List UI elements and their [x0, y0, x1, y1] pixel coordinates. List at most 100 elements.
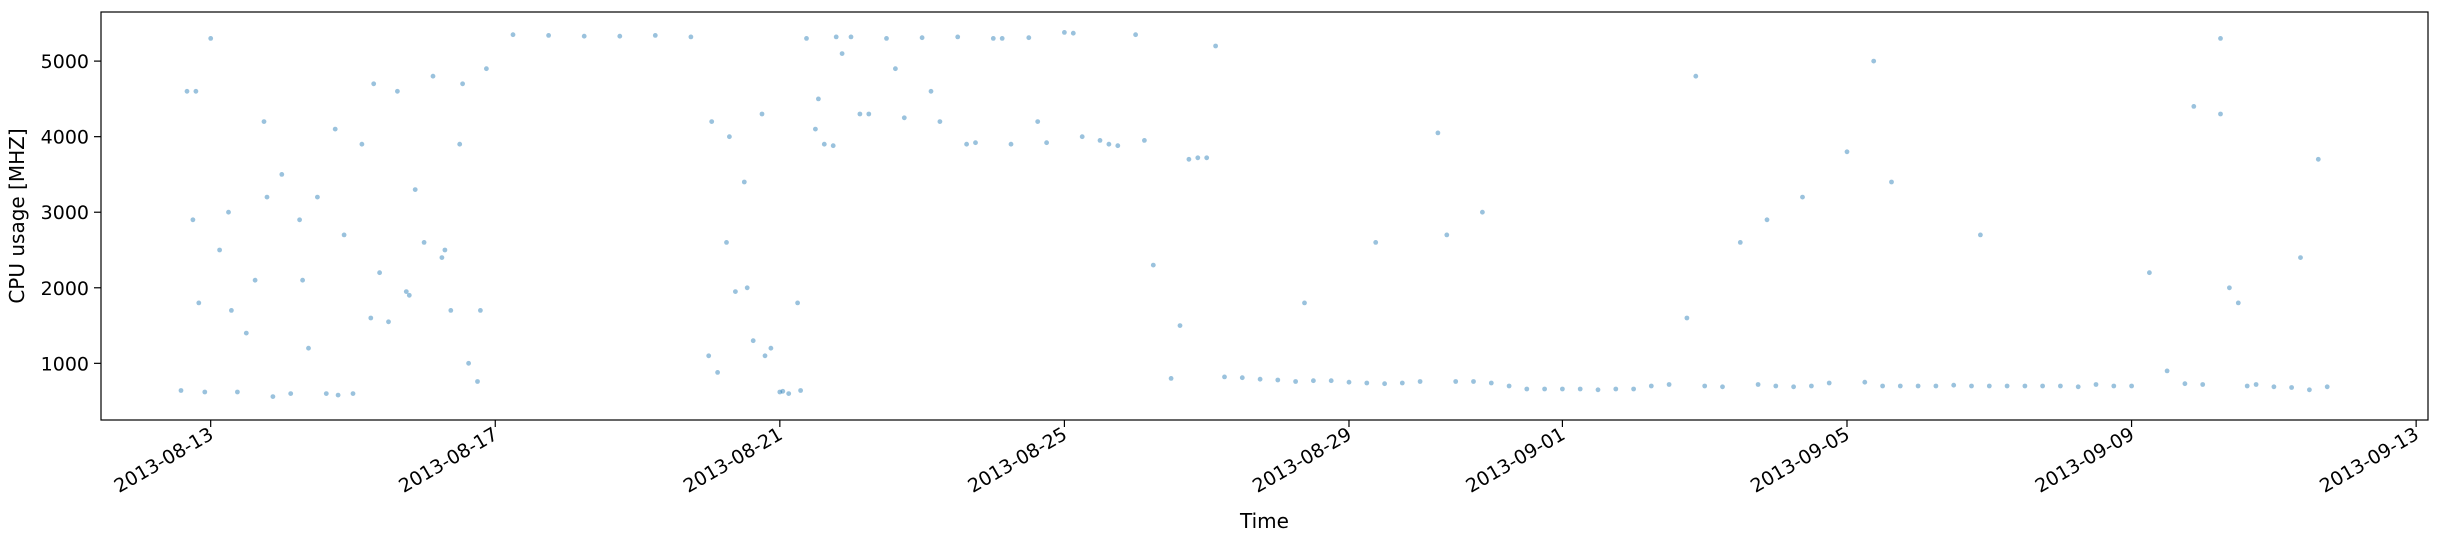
- data-point: [709, 119, 715, 124]
- data-point: [457, 141, 463, 147]
- data-point: [893, 66, 898, 72]
- data-point: [1364, 380, 1370, 386]
- data-point: [1915, 383, 1921, 389]
- y-axis: 1000 2000 3000 4000 5000: [41, 51, 101, 375]
- data-point: [261, 119, 267, 124]
- data-point: [937, 119, 943, 124]
- data-point: [403, 289, 409, 294]
- data-point: [1809, 383, 1814, 389]
- data-point: [724, 240, 729, 245]
- data-point: [821, 141, 827, 147]
- data-point: [2075, 384, 2081, 390]
- data-point: [1035, 119, 1041, 124]
- data-point: [1328, 378, 1334, 384]
- data-point: [1933, 383, 1939, 389]
- data-point: [901, 115, 907, 121]
- data-point: [546, 33, 551, 38]
- x-tick-label: 2013-09-01: [1462, 423, 1569, 497]
- data-point: [2218, 111, 2223, 117]
- data-point: [368, 315, 374, 321]
- data-point: [786, 391, 792, 396]
- data-point: [430, 73, 436, 79]
- data-point: [652, 33, 658, 38]
- data-point: [973, 140, 978, 146]
- data-point: [2315, 156, 2321, 162]
- data-point: [833, 34, 839, 40]
- data-point: [371, 81, 377, 87]
- data-point: [1720, 384, 1725, 390]
- data-point: [386, 319, 391, 325]
- data-point: [217, 247, 223, 253]
- data-point: [777, 389, 783, 395]
- data-point: [1275, 377, 1281, 383]
- data-point: [750, 338, 756, 344]
- data-point: [1382, 381, 1387, 387]
- data-point: [1026, 35, 1032, 41]
- data-point: [2004, 383, 2010, 389]
- data-point: [813, 126, 818, 132]
- data-point: [2093, 382, 2099, 387]
- data-point: [1177, 323, 1183, 328]
- data-point: [1150, 262, 1156, 268]
- data-point: [2235, 300, 2241, 306]
- data-point: [1666, 382, 1672, 387]
- data-point: [264, 194, 270, 200]
- data-point: [1862, 379, 1868, 385]
- data-point: [1969, 383, 1974, 389]
- data-point: [1399, 380, 1405, 386]
- y-tick-label: 1000: [41, 353, 89, 375]
- data-point: [1115, 143, 1121, 149]
- data-point: [1506, 383, 1512, 389]
- data-point: [706, 353, 712, 359]
- data-point: [193, 88, 199, 94]
- data-point: [1444, 232, 1450, 238]
- data-point: [510, 32, 516, 38]
- data-point: [178, 388, 184, 393]
- data-point: [1880, 383, 1885, 389]
- data-point: [762, 353, 768, 359]
- data-point: [1044, 140, 1049, 146]
- data-point: [475, 379, 480, 384]
- y-tick-label: 4000: [41, 127, 89, 149]
- data-point: [741, 179, 747, 185]
- data-point: [1106, 141, 1112, 147]
- data-point: [243, 330, 249, 336]
- data-point: [1826, 380, 1832, 386]
- data-point: [1186, 156, 1192, 162]
- data-point: [279, 172, 285, 177]
- data-point: [2324, 384, 2330, 390]
- data-point: [2200, 382, 2206, 387]
- data-point: [780, 388, 786, 394]
- data-point: [460, 81, 465, 87]
- x-tick-label: 2013-08-21: [680, 423, 787, 497]
- data-point: [1293, 379, 1298, 384]
- data-point: [442, 247, 448, 253]
- data-point: [1008, 141, 1014, 147]
- data-point: [1684, 315, 1690, 321]
- data-point: [1213, 43, 1218, 49]
- data-point: [964, 141, 969, 147]
- data-point: [798, 388, 803, 393]
- data-point: [1951, 382, 1957, 388]
- data-point: [2218, 36, 2223, 41]
- data-point: [733, 289, 738, 294]
- data-point: [466, 360, 471, 366]
- data-point: [759, 111, 765, 117]
- x-tick-label: 2013-08-13: [111, 423, 218, 497]
- data-point: [341, 232, 347, 238]
- data-point: [2191, 104, 2197, 109]
- x-tick-label: 2013-09-05: [1747, 423, 1854, 497]
- data-point: [1978, 232, 1983, 238]
- data-point: [848, 34, 854, 40]
- data-point: [2182, 381, 2188, 387]
- data-point: [1773, 383, 1779, 389]
- x-tick-label: 2013-09-09: [2031, 423, 2138, 497]
- data-point: [196, 300, 202, 306]
- scatter-points: [178, 30, 2330, 399]
- data-point: [1800, 194, 1805, 200]
- data-point: [1791, 384, 1796, 390]
- y-tick-label: 3000: [41, 202, 89, 224]
- x-axis-label: Time: [1239, 509, 1289, 533]
- data-point: [1142, 138, 1147, 143]
- data-point: [1204, 155, 1210, 161]
